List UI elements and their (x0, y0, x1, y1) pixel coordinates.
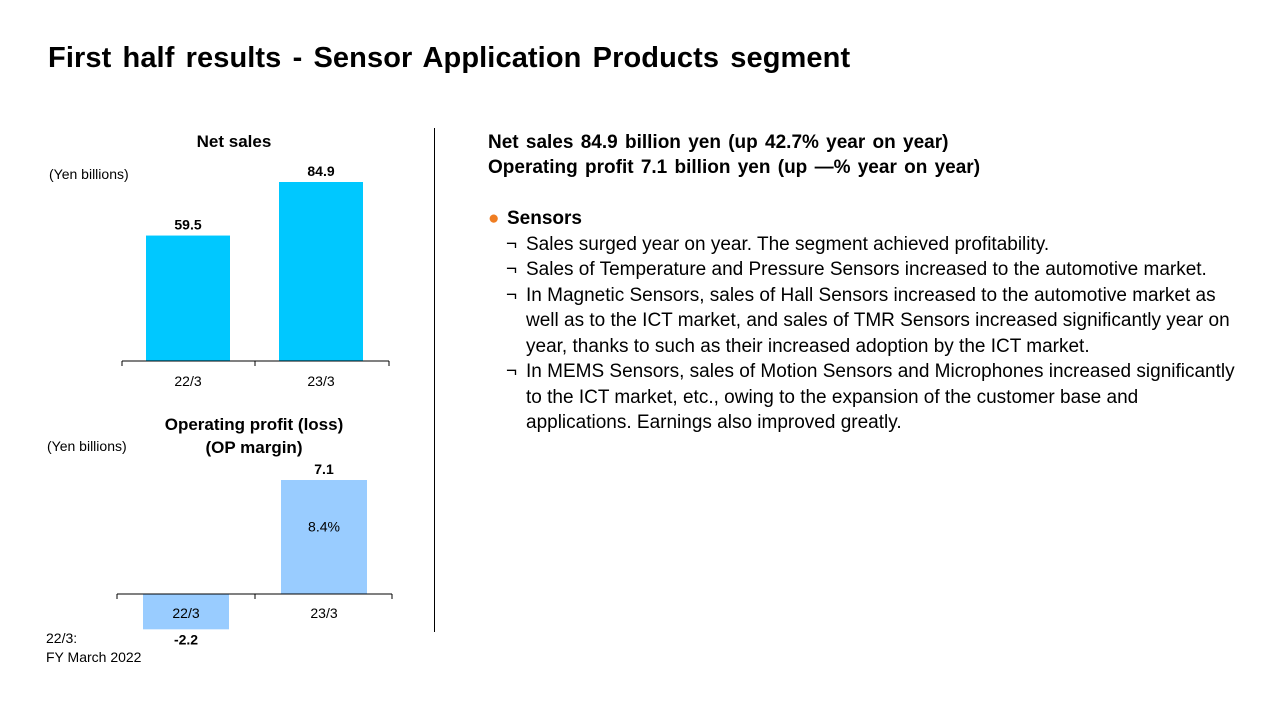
results-summary: Net sales 84.9 billion yen (up 42.7% yea… (488, 130, 1248, 436)
not-sign-icon: ¬ (506, 284, 518, 306)
net-sales-bar-23-3 (279, 182, 363, 361)
footnote-line-2: FY March 2022 (46, 649, 142, 665)
footnote: 22/3: FY March 2022 (46, 629, 141, 667)
footnote-line-1: 22/3: (46, 630, 78, 646)
net-sales-bar-22-3 (146, 235, 230, 361)
net-sales-category-label: 22/3 (174, 373, 201, 389)
net-sales-value-label: 59.5 (174, 217, 201, 233)
summary-operating-profit: Operating profit 7.1 billion yen (up —% … (488, 157, 981, 178)
net-sales-value-label: 84.9 (307, 163, 334, 179)
point-text: In MEMS Sensors, sales of Motion Sensors… (526, 361, 1235, 433)
net-sales-category-label: 23/3 (307, 373, 334, 389)
sensors-heading: ● Sensors (488, 206, 1248, 232)
sensors-section: ● Sensors ¬ Sales surged year on year. Th… (488, 206, 1248, 436)
list-item: ¬ In Magnetic Sensors, sales of Hall Sens… (488, 283, 1248, 360)
op-value-label: -2.2 (174, 631, 198, 647)
net-sales-chart-title: Net sales (196, 132, 272, 151)
point-text: Sales surged year on year. The segment a… (526, 233, 1050, 255)
op-category-label: 22/3 (172, 605, 199, 621)
point-text: Sales of Temperature and Pressure Sensor… (526, 259, 1207, 280)
list-item: ¬ Sales of Temperature and Pressure Senso… (488, 257, 1248, 283)
sensors-heading-text: Sensors (507, 208, 582, 229)
net-sales-unit-label: (Yen billions) (49, 166, 129, 182)
op-margin-label: 8.4% (308, 518, 340, 534)
op-bar-23-3 (281, 480, 367, 594)
op-category-label: 23/3 (310, 605, 337, 621)
vertical-divider (434, 128, 435, 632)
sensors-points: ¬ Sales surged year on year. The segment … (488, 232, 1248, 436)
orange-bullet-icon: ● (488, 208, 500, 229)
op-unit-label: (Yen billions) (47, 438, 127, 454)
point-text: In Magnetic Sensors, sales of Hall Senso… (526, 284, 1230, 357)
op-bar-22-3 (143, 594, 229, 630)
op-value-label: 7.1 (314, 461, 334, 477)
op-chart-title: Operating profit (loss) (164, 415, 344, 434)
list-item: ¬ In MEMS Sensors, sales of Motion Sensor… (488, 359, 1248, 436)
not-sign-icon: ¬ (506, 233, 518, 255)
list-item: ¬ Sales surged year on year. The segment … (488, 232, 1248, 258)
charts-canvas: 59.5 22/3 84.9 23/3 -2.2 22/3 7.1 8.4% 23/3 (116, 163, 393, 647)
summary-net-sales: Net sales 84.9 billion yen (up 42.7% yea… (488, 132, 949, 153)
not-sign-icon: ¬ (506, 361, 518, 382)
op-chart-subtitle: (OP margin) (205, 438, 303, 457)
page-title: First half results - Sensor Application … (48, 42, 851, 74)
not-sign-icon: ¬ (506, 259, 518, 280)
